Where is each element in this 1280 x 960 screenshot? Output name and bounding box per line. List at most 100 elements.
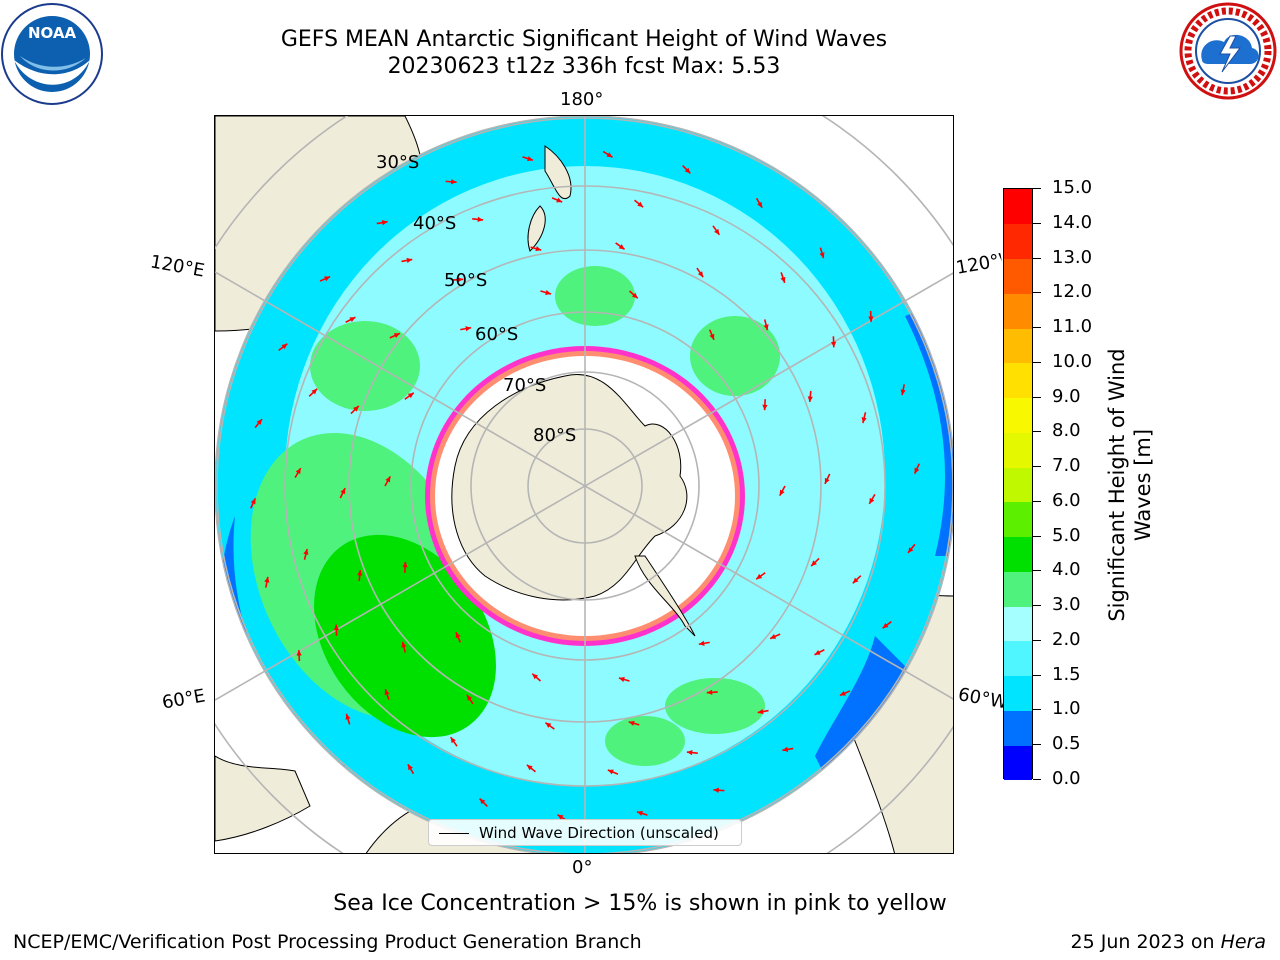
wind-arrow-head xyxy=(714,228,720,235)
national-weather-service-logo-icon xyxy=(1179,2,1277,100)
wind-arrow-head xyxy=(839,690,846,696)
colorbar-tick xyxy=(1033,327,1041,329)
wind-arrow-head xyxy=(393,333,400,339)
wind-arrow-head xyxy=(357,570,363,576)
wind-wave-arrows xyxy=(250,150,920,822)
wind-arrow-head xyxy=(451,179,457,185)
colorbar-segment xyxy=(1004,710,1032,746)
wind-arrow-head xyxy=(545,290,552,296)
wind-arrow-head xyxy=(455,632,461,639)
colorbar-tick xyxy=(1033,605,1041,607)
wind-arrow-head xyxy=(698,640,705,646)
wind-arrow-head xyxy=(345,713,351,720)
noaa-logo-icon: NOAA xyxy=(1,3,103,105)
colorbar-tick-label: 6.0 xyxy=(1052,489,1081,511)
colorbar-tick xyxy=(1033,570,1041,572)
colorbar-tick-label: 1.0 xyxy=(1052,698,1081,720)
colorbar-tick-label: 3.0 xyxy=(1052,594,1081,616)
legend-line xyxy=(439,833,469,834)
wind-arrow-head xyxy=(618,676,625,682)
wind-arrow-head xyxy=(324,276,331,282)
colorbar-segment xyxy=(1004,223,1032,259)
wind-arrow-head xyxy=(557,814,564,820)
colorbar-tick-label: 4.0 xyxy=(1052,559,1081,581)
colorbar-segment xyxy=(1004,258,1032,294)
lat-label-60s: 60°S xyxy=(475,324,519,345)
wind-arrow-head xyxy=(824,477,830,484)
lon-label-120e: 120°E xyxy=(148,251,207,282)
wind-arrow-head xyxy=(264,576,270,583)
colorbar-title: Significant Height of Wind Waves [m] xyxy=(1105,348,1155,622)
colorbar-tick xyxy=(1033,639,1041,641)
wind-arrow-head xyxy=(353,405,359,412)
wind-arrow-head xyxy=(762,404,768,411)
lat-label-80s: 80°S xyxy=(533,425,577,446)
colorbar-segment xyxy=(1004,606,1032,642)
wind-arrow-head xyxy=(303,548,309,555)
wind-arrow-head xyxy=(900,389,906,396)
colorbar-tick-label: 1.5 xyxy=(1052,663,1081,685)
chart-subtitle: 20230623 t12z 336h fcst Max: 5.53 xyxy=(387,54,781,79)
wind-arrow-head xyxy=(556,197,563,203)
wind-arrow-head xyxy=(713,787,719,793)
map-legend: Wind Wave Direction (unscaled) xyxy=(428,819,742,846)
map-panel: 30°S 40°S 50°S 60°S 70°S 80°S Wind Wave … xyxy=(214,115,954,854)
wind-arrow-head xyxy=(869,497,875,504)
wind-arrow-head xyxy=(756,573,763,580)
wind-arrow-head xyxy=(250,498,256,505)
colorbar-tick xyxy=(1033,361,1041,363)
wind-arrow-head xyxy=(333,624,339,631)
colorbar-tick-label: 14.0 xyxy=(1052,211,1093,233)
wind-arrow-head xyxy=(465,326,472,332)
wind-arrow-head xyxy=(407,764,413,771)
colorbar-segment xyxy=(1004,432,1032,468)
lat-label-50s: 50°S xyxy=(444,270,488,291)
wind-arrow-head xyxy=(401,641,407,648)
wind-arrow-head xyxy=(384,689,390,696)
wind-arrow-head xyxy=(814,649,821,655)
wind-arrow-head xyxy=(479,798,486,805)
colorbar-tick-label: 11.0 xyxy=(1052,316,1093,338)
footer-date-text: 25 Jun 2023 on xyxy=(1070,931,1221,953)
footer-credit: NCEP/EMC/Verification Post Processing Pr… xyxy=(13,931,642,953)
colorbar-segment xyxy=(1004,293,1032,329)
wind-arrow-head xyxy=(311,388,318,395)
chart-title: GEFS MEAN Antarctic Significant Height o… xyxy=(280,27,888,52)
wind-arrow-head xyxy=(256,419,262,425)
wind-arrow-head xyxy=(686,749,693,756)
colorbar-segment xyxy=(1004,640,1032,677)
colorbar-tick-label: 12.0 xyxy=(1052,281,1093,303)
wind-arrow-head xyxy=(706,689,713,695)
lon-label-60e: 60°E xyxy=(160,685,207,714)
wind-arrow-head xyxy=(631,292,638,299)
colorbar-segment xyxy=(1004,362,1032,399)
graticule xyxy=(215,116,953,853)
lon-label-0: 0° xyxy=(572,857,593,878)
lat-label-30s: 30°S xyxy=(376,152,420,173)
wind-arrow-head xyxy=(527,156,534,162)
wind-arrow-head xyxy=(709,333,715,340)
wind-arrow-head xyxy=(450,737,456,744)
colorbar-segment xyxy=(1004,571,1032,607)
wind-arrow-head xyxy=(807,396,813,402)
legend-label: Wind Wave Direction (unscaled) xyxy=(479,824,719,842)
colorbar-tick-label: 0.0 xyxy=(1052,768,1081,789)
wind-arrow-head xyxy=(779,489,785,496)
wind-arrow-head xyxy=(868,316,874,322)
colorbar-tick-label: 10.0 xyxy=(1052,350,1093,372)
wind-arrow-head xyxy=(852,577,859,584)
colorbar-tick-label: 8.0 xyxy=(1052,420,1081,442)
wind-arrow-head xyxy=(295,468,301,475)
colorbar-tick xyxy=(1033,396,1041,398)
colorbar-tick xyxy=(1033,222,1041,224)
colorbar-tick xyxy=(1033,500,1041,502)
wind-arrow-head xyxy=(545,722,552,728)
colorbar-tick-label: 0.5 xyxy=(1052,733,1081,755)
wind-arrow-head xyxy=(535,246,542,252)
colorbar-segment xyxy=(1004,397,1032,433)
lon-label-60w: 60°W xyxy=(956,684,1006,713)
footer-date: 25 Jun 2023 on Hera xyxy=(1071,931,1266,953)
colorbar-segment xyxy=(1004,189,1032,225)
wind-arrow-head xyxy=(381,220,388,226)
lon-label-180: 180° xyxy=(560,89,604,110)
